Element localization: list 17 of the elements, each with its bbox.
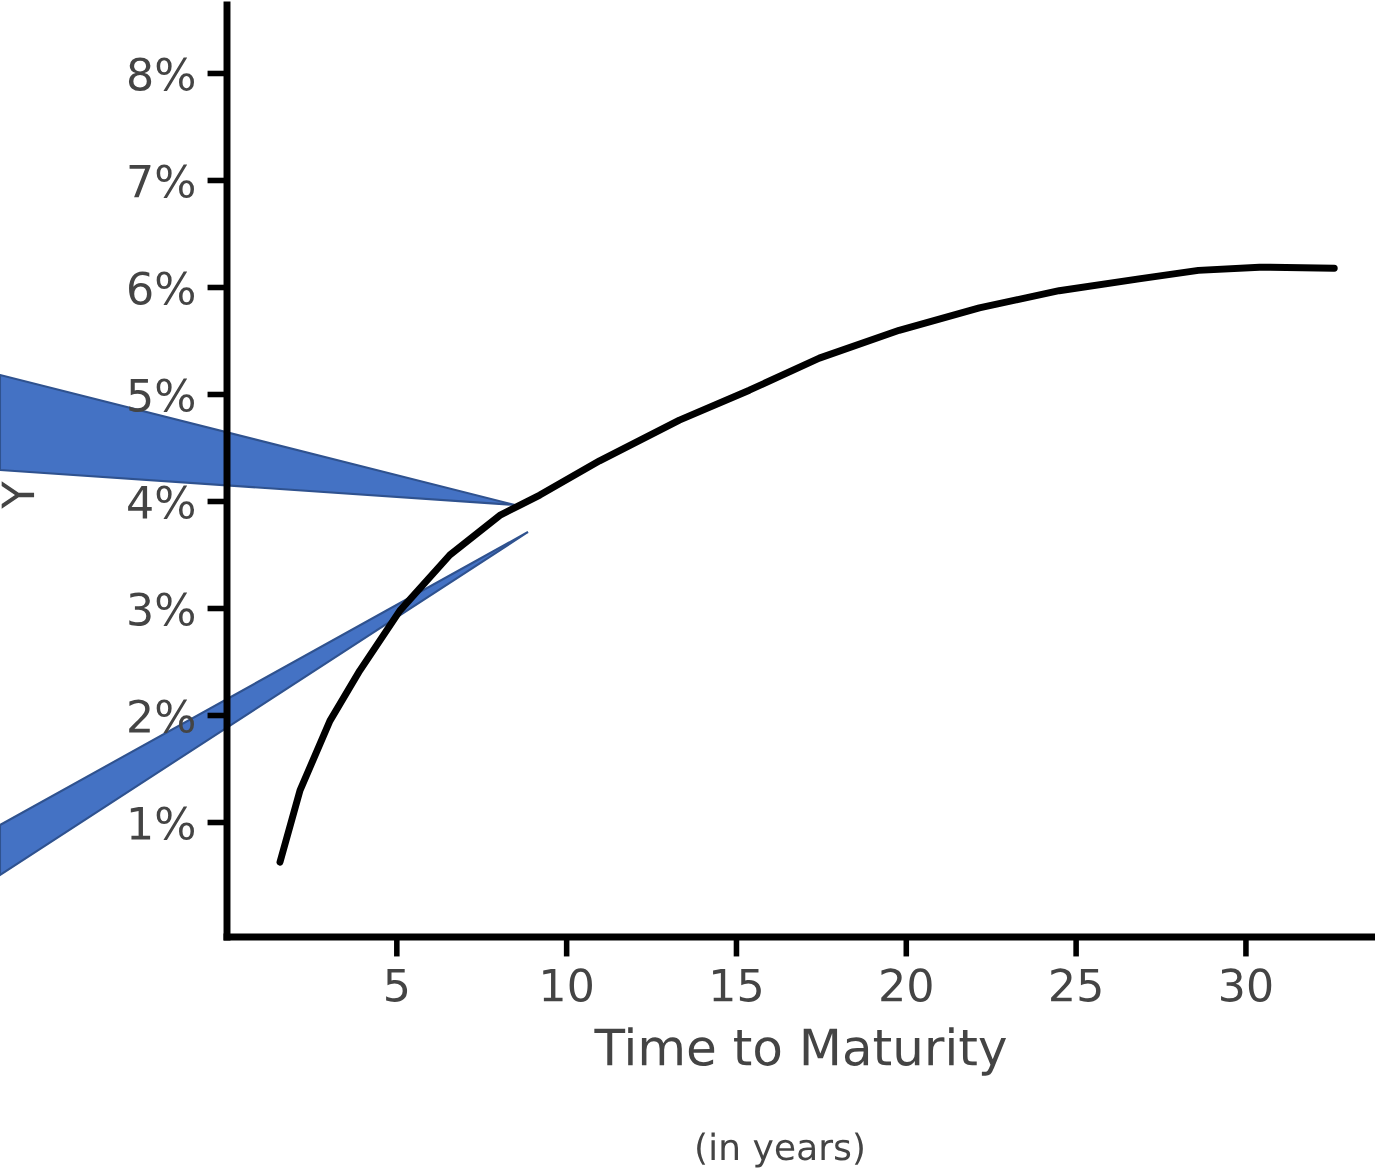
y-tick-label: 2% <box>129 699 194 734</box>
x-axis-title: Time to Maturity <box>594 1027 1007 1076</box>
y-tick-label: 8% <box>128 57 194 91</box>
y-axis-title: Y <box>1 481 35 509</box>
y-tick-label: 7% <box>129 164 194 198</box>
x-tick-label: 10 <box>543 968 592 1002</box>
x-tick-label: 30 <box>1221 968 1272 1002</box>
y-tick-label: 5% <box>129 378 194 413</box>
y-tick-label: 6% <box>129 271 194 306</box>
y-tick-label: 4% <box>128 485 194 520</box>
x-tick-label: 20 <box>881 968 932 1002</box>
text: (in years) <box>697 1132 863 1168</box>
x-tick-label: 25 <box>1051 968 1101 1002</box>
y-tick-label: 1% <box>130 806 194 841</box>
x-tick-label: 5 <box>386 968 408 1002</box>
y-tick-label: 3% <box>129 592 194 627</box>
x-tick-label: 15 <box>713 968 761 1002</box>
